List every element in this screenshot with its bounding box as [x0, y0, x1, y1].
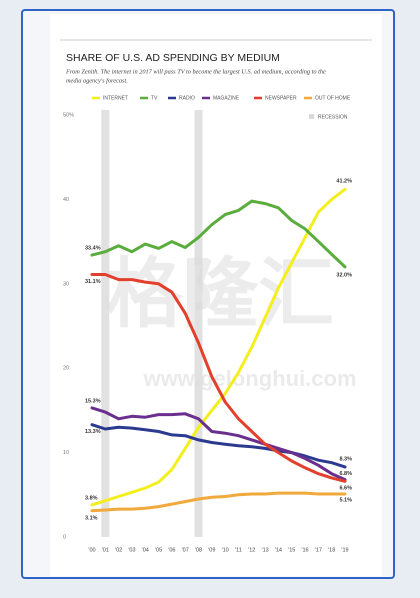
y-tick-label: 30: [63, 281, 69, 287]
x-tick-label: '02: [115, 547, 122, 553]
x-tick-label: '13: [262, 547, 269, 553]
x-tick-label: '08: [195, 547, 202, 553]
x-tick-label: '07: [182, 547, 189, 553]
recession-band: [194, 110, 203, 537]
series-line: [90, 423, 347, 469]
recession-band: [101, 110, 110, 537]
x-tick-label: '00: [88, 547, 95, 553]
x-tick-label: '06: [168, 547, 175, 553]
value-label: 41.2%: [336, 179, 352, 185]
y-tick-label: 10: [63, 450, 69, 456]
x-tick-label: '10: [222, 547, 229, 553]
chart-subtitle: From Zenith. The internet in 2017 will p…: [65, 68, 326, 75]
legend-label: OUT OF HOME: [315, 95, 351, 101]
chart-subtitle: media agency's forecast.: [66, 77, 128, 84]
y-tick-label: 50%: [63, 112, 74, 118]
value-label: 32.0%: [336, 272, 352, 278]
legend-label: MAGAZINE: [213, 95, 240, 101]
value-label: 13.3%: [85, 429, 101, 435]
watermark-url: www.gelonghui.com: [142, 366, 356, 391]
value-label: 6.6%: [339, 486, 352, 492]
x-tick-label: '16: [301, 547, 308, 553]
value-label: 3.1%: [85, 515, 98, 521]
chart-title: SHARE OF U.S. AD SPENDING BY MEDIUM: [66, 52, 280, 64]
x-tick-label: '11: [235, 547, 242, 553]
x-tick-label: '17: [315, 547, 322, 553]
legend-label: TV: [151, 95, 158, 101]
x-tick-label: '04: [142, 547, 149, 553]
legend-label: RECESSION: [318, 114, 348, 120]
value-label: 8.3%: [339, 456, 352, 462]
y-tick-label: 40: [63, 197, 69, 203]
x-tick-label: '18: [328, 547, 335, 553]
x-tick-label: '03: [128, 547, 135, 553]
value-label: 5.1%: [339, 497, 352, 503]
watermark: 格隆汇: [106, 252, 334, 337]
legend-label: INTERNET: [103, 95, 128, 101]
y-tick-label: 0: [63, 534, 66, 540]
x-tick-label: '05: [155, 547, 162, 553]
series-line: [90, 199, 347, 269]
value-label: 15.3%: [85, 398, 101, 404]
legend-label: RADIO: [179, 95, 195, 101]
legend-swatch: [309, 114, 314, 119]
series-line: [90, 491, 347, 513]
series-line: [90, 187, 347, 507]
value-label: 33.4%: [85, 246, 101, 252]
value-label: 3.8%: [85, 495, 98, 501]
value-label: 31.1%: [85, 279, 101, 285]
y-tick-label: 20: [63, 366, 69, 372]
x-tick-label: '12: [248, 547, 255, 553]
legend-label: NEWSPAPER: [265, 95, 297, 101]
series-line: [90, 273, 347, 483]
x-tick-label: '15: [288, 547, 295, 553]
x-tick-label: '14: [275, 547, 282, 553]
x-tick-label: '19: [341, 547, 348, 553]
x-tick-label: '09: [208, 547, 215, 553]
x-tick-label: '01: [102, 547, 109, 553]
value-label: 6.8%: [339, 471, 352, 477]
series-line: [90, 406, 347, 482]
